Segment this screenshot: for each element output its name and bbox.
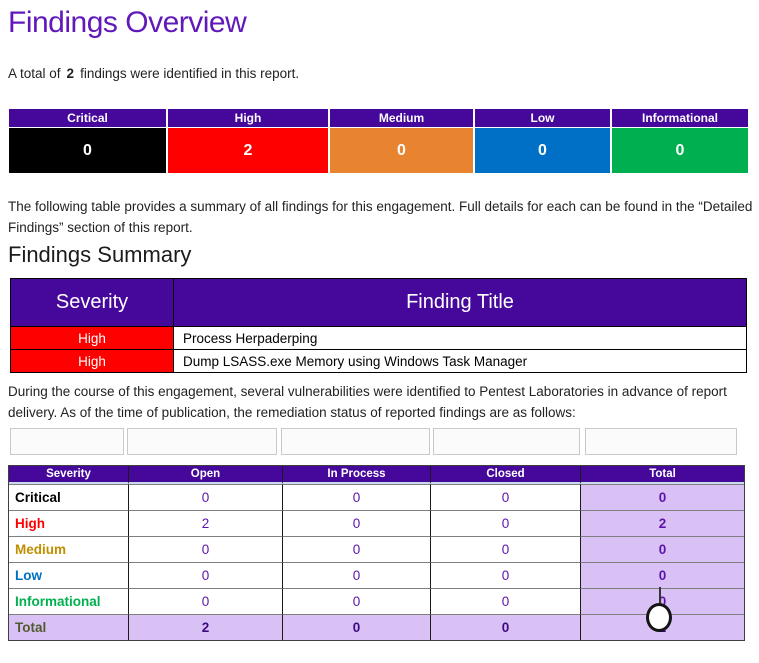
severity-counts-value-row: 0 2 0 0 0 xyxy=(9,128,748,173)
page-title: Findings Overview xyxy=(8,6,247,39)
closed-value-cell: 0 xyxy=(430,484,580,510)
in-process-value-cell: 0 xyxy=(282,536,430,562)
closed-value-cell: 0 xyxy=(430,562,580,588)
severity-header-low: Low xyxy=(475,109,612,128)
severity-header-medium: Medium xyxy=(330,109,475,128)
count-informational: 0 xyxy=(612,128,748,173)
status-header-in-process: In Process xyxy=(282,466,430,484)
status-row-medium: Medium 0 0 0 0 xyxy=(9,536,744,562)
severity-header-critical: Critical xyxy=(9,109,168,128)
status-header-severity: Severity xyxy=(9,466,128,484)
in-process-total-cell: 0 xyxy=(282,614,430,640)
open-value-cell: 0 xyxy=(128,536,282,562)
count-high: 2 xyxy=(168,128,330,173)
open-value-cell: 0 xyxy=(128,562,282,588)
in-process-value-cell: 0 xyxy=(282,510,430,536)
intro-suffix: findings were identified in this report. xyxy=(80,66,300,81)
closed-value-cell: 0 xyxy=(430,536,580,562)
severity-column-header: Severity xyxy=(11,279,173,326)
severity-label-cell: Low xyxy=(9,562,128,588)
finding-row: High Process Herpaderping xyxy=(11,326,746,349)
empty-field[interactable] xyxy=(281,428,430,455)
total-row-label: Total xyxy=(9,614,128,640)
closed-value-cell: 0 xyxy=(430,588,580,614)
empty-field[interactable] xyxy=(127,428,277,455)
remediation-status-table: Severity Open In Process Closed Total Cr… xyxy=(8,465,745,641)
in-process-value-cell: 0 xyxy=(282,562,430,588)
closed-value-cell: 0 xyxy=(430,510,580,536)
findings-summary-table: Severity Finding Title High Process Herp… xyxy=(10,278,747,373)
severity-badge: High xyxy=(11,326,173,349)
empty-field[interactable] xyxy=(585,428,737,455)
severity-counts-table: Critical High Medium Low Informational 0… xyxy=(9,109,748,173)
total-value-cell: 0 xyxy=(580,484,744,510)
status-header-total: Total xyxy=(580,466,744,484)
total-value-cell: 0 xyxy=(580,536,744,562)
status-total-row: Total 2 0 0 2 xyxy=(9,614,744,640)
empty-field[interactable] xyxy=(433,428,580,455)
severity-header-informational: Informational xyxy=(612,109,748,128)
open-value-cell: 0 xyxy=(128,484,282,510)
status-header-closed: Closed xyxy=(430,466,580,484)
severity-label-cell: High xyxy=(9,510,128,536)
count-critical: 0 xyxy=(9,128,168,173)
empty-field[interactable] xyxy=(10,428,124,455)
text-caret-icon xyxy=(659,587,661,606)
status-row-informational: Informational 0 0 0 0 xyxy=(9,588,744,614)
open-value-cell: 0 xyxy=(128,588,282,614)
in-process-value-cell: 0 xyxy=(282,588,430,614)
summary-intro-paragraph: The following table provides a summary o… xyxy=(8,199,753,235)
findings-summary-heading: Findings Summary xyxy=(8,242,192,267)
status-row-low: Low 0 0 0 0 xyxy=(9,562,744,588)
in-process-value-cell: 0 xyxy=(282,484,430,510)
severity-label-cell: Informational xyxy=(9,588,128,614)
total-value-cell: 0 xyxy=(580,562,744,588)
finding-count: 2 xyxy=(66,66,75,81)
severity-counts-header-row: Critical High Medium Low Informational xyxy=(9,109,748,128)
total-value-cell: 2 xyxy=(580,510,744,536)
findings-summary-header-row: Severity Finding Title xyxy=(11,279,746,326)
intro-prefix: A total of xyxy=(8,66,61,81)
open-total-cell: 2 xyxy=(128,614,282,640)
status-row-high: High 2 0 0 2 xyxy=(9,510,744,536)
severity-header-high: High xyxy=(168,109,330,128)
finding-title-column-header: Finding Title xyxy=(173,279,746,326)
status-header-open: Open xyxy=(128,466,282,484)
remediation-paragraph: During the course of this engagement, se… xyxy=(8,384,727,420)
finding-title-cell: Process Herpaderping xyxy=(173,326,746,349)
status-row-critical: Critical 0 0 0 0 xyxy=(9,484,744,510)
closed-total-cell: 0 xyxy=(430,614,580,640)
open-value-cell: 2 xyxy=(128,510,282,536)
finding-title-cell: Dump LSASS.exe Memory using Windows Task… xyxy=(173,349,746,372)
status-header-row: Severity Open In Process Closed Total xyxy=(9,466,744,484)
count-low: 0 xyxy=(475,128,612,173)
severity-label-cell: Medium xyxy=(9,536,128,562)
severity-label-cell: Critical xyxy=(9,484,128,510)
circle-cursor-icon xyxy=(646,603,672,632)
finding-row: High Dump LSASS.exe Memory using Windows… xyxy=(11,349,746,372)
severity-badge: High xyxy=(11,349,173,372)
count-medium: 0 xyxy=(330,128,475,173)
intro-text: A total of 2 findings were identified in t… xyxy=(8,66,299,81)
